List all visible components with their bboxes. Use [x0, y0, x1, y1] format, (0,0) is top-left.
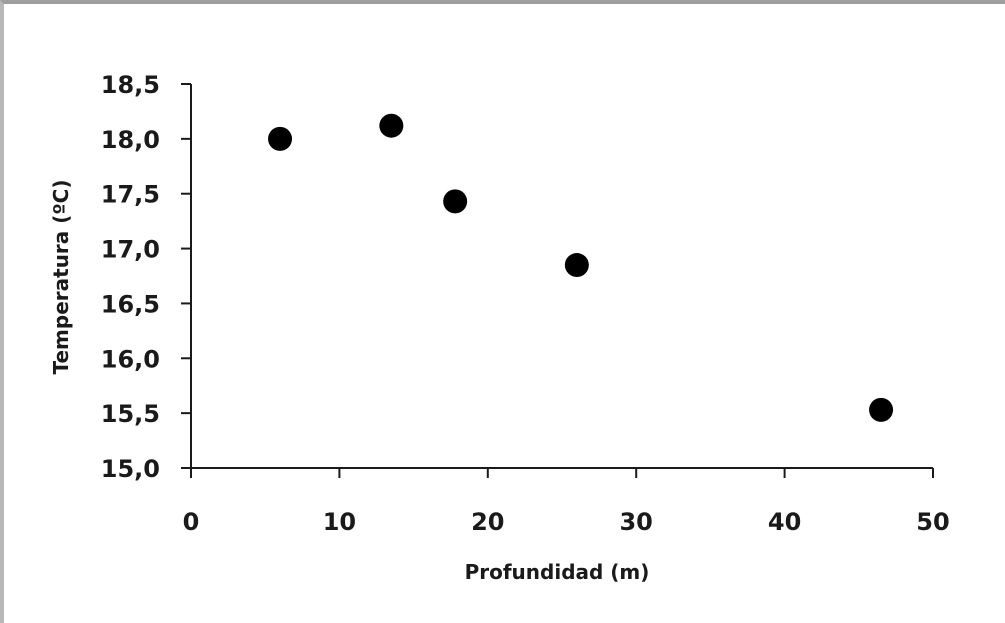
y-axis: 15,0 15,5 16,0 16,5 17,0 17,5 18,0 18,5 — [101, 71, 192, 483]
y-axis-title: Temperatura (ºC) — [49, 180, 73, 375]
y-tick-label: 17,0 — [101, 236, 160, 264]
data-point — [379, 113, 404, 138]
x-axis-title: Profundidad (m) — [465, 560, 650, 584]
x-tick-label: 0 — [183, 508, 200, 536]
x-tick-label: 10 — [323, 508, 356, 536]
x-tick-label: 40 — [768, 508, 801, 536]
y-tick-label: 16,0 — [101, 345, 160, 373]
data-point — [869, 397, 894, 422]
y-tick-label: 15,5 — [101, 400, 160, 428]
y-tick-label: 17,5 — [101, 181, 160, 209]
data-point — [564, 253, 589, 278]
data-points — [268, 113, 894, 422]
data-point — [443, 189, 468, 214]
x-tick-label: 30 — [619, 508, 652, 536]
y-tick-label: 18,5 — [101, 71, 160, 99]
y-tick-label: 16,5 — [101, 290, 160, 318]
x-tick-label: 20 — [471, 508, 504, 536]
y-tick-label: 15,0 — [101, 455, 160, 483]
x-tick-label: 50 — [916, 508, 949, 536]
y-tick-label: 18,0 — [101, 126, 160, 154]
data-point — [268, 126, 293, 151]
x-axis: 0 10 20 30 40 50 — [183, 467, 950, 536]
